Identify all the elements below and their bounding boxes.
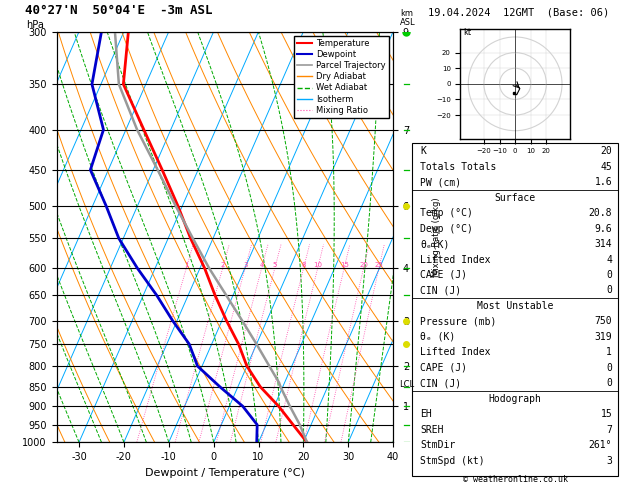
Text: 20: 20 — [359, 262, 368, 268]
Text: Lifted Index: Lifted Index — [420, 347, 491, 357]
Text: 10: 10 — [313, 262, 322, 268]
Text: K: K — [420, 146, 426, 156]
Legend: Temperature, Dewpoint, Parcel Trajectory, Dry Adiabat, Wet Adiabat, Isotherm, Mi: Temperature, Dewpoint, Parcel Trajectory… — [294, 36, 389, 118]
Text: hPa: hPa — [26, 19, 44, 30]
Text: CIN (J): CIN (J) — [420, 379, 462, 388]
Text: 20: 20 — [600, 146, 612, 156]
Text: 0: 0 — [606, 285, 612, 295]
Text: 319: 319 — [594, 332, 612, 342]
Text: Mixing Ratio (g/kg): Mixing Ratio (g/kg) — [432, 197, 442, 277]
Text: 25: 25 — [375, 262, 383, 268]
Text: Hodograph: Hodograph — [489, 394, 542, 404]
Text: 3: 3 — [606, 456, 612, 466]
Text: EH: EH — [420, 409, 432, 419]
Text: km
ASL: km ASL — [400, 9, 416, 28]
Text: CAPE (J): CAPE (J) — [420, 270, 467, 280]
Text: 45: 45 — [600, 162, 612, 172]
Text: Temp (°C): Temp (°C) — [420, 208, 473, 218]
Text: θₑ(K): θₑ(K) — [420, 239, 450, 249]
Text: 0: 0 — [606, 379, 612, 388]
Text: CIN (J): CIN (J) — [420, 285, 462, 295]
Text: SREH: SREH — [420, 425, 443, 435]
Text: 9.6: 9.6 — [594, 224, 612, 234]
Text: 1: 1 — [184, 262, 189, 268]
Text: 15: 15 — [600, 409, 612, 419]
X-axis label: Dewpoint / Temperature (°C): Dewpoint / Temperature (°C) — [145, 468, 305, 478]
Text: Most Unstable: Most Unstable — [477, 301, 554, 311]
Text: 750: 750 — [594, 316, 612, 327]
Text: PW (cm): PW (cm) — [420, 177, 462, 187]
Text: © weatheronline.co.uk: © weatheronline.co.uk — [464, 474, 568, 484]
Text: 4: 4 — [606, 255, 612, 264]
Text: 8: 8 — [301, 262, 306, 268]
Text: CAPE (J): CAPE (J) — [420, 363, 467, 373]
Text: Pressure (mb): Pressure (mb) — [420, 316, 497, 327]
Text: 40°27'N  50°04'E  -3m ASL: 40°27'N 50°04'E -3m ASL — [25, 4, 213, 17]
Text: StmDir: StmDir — [420, 440, 455, 451]
Text: 15: 15 — [340, 262, 348, 268]
Text: LCL: LCL — [399, 381, 414, 389]
Text: Dewp (°C): Dewp (°C) — [420, 224, 473, 234]
Text: Lifted Index: Lifted Index — [420, 255, 491, 264]
Text: 3: 3 — [243, 262, 247, 268]
Text: 0: 0 — [606, 270, 612, 280]
Text: 7: 7 — [606, 425, 612, 435]
Text: 1: 1 — [606, 347, 612, 357]
Text: 2: 2 — [221, 262, 225, 268]
Text: StmSpd (kt): StmSpd (kt) — [420, 456, 485, 466]
Text: 1.6: 1.6 — [594, 177, 612, 187]
Text: 5: 5 — [273, 262, 277, 268]
Text: 314: 314 — [594, 239, 612, 249]
Text: 19.04.2024  12GMT  (Base: 06): 19.04.2024 12GMT (Base: 06) — [428, 7, 610, 17]
Text: kt: kt — [464, 28, 472, 37]
Text: θₑ (K): θₑ (K) — [420, 332, 455, 342]
Text: 20.8: 20.8 — [589, 208, 612, 218]
Text: Surface: Surface — [494, 192, 536, 203]
Text: 261°: 261° — [589, 440, 612, 451]
Text: 4: 4 — [260, 262, 264, 268]
Text: Totals Totals: Totals Totals — [420, 162, 497, 172]
Text: 0: 0 — [606, 363, 612, 373]
